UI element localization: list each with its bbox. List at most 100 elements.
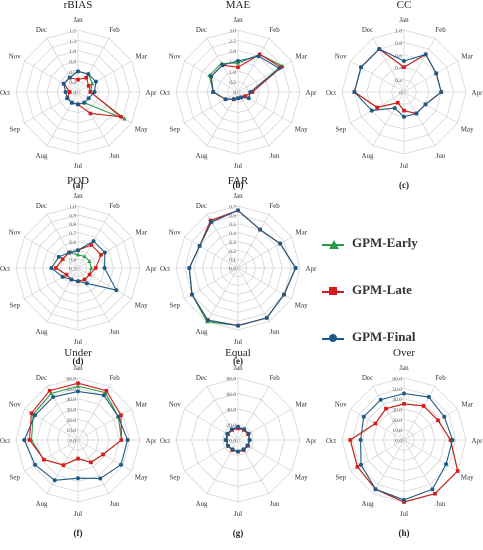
data-point: [223, 97, 228, 102]
data-point: [361, 414, 366, 419]
month-label-sep: Sep: [170, 302, 181, 310]
month-label-dec: Dec: [196, 374, 207, 382]
data-point: [22, 438, 27, 442]
data-point: [119, 115, 123, 119]
month-label-feb: Feb: [109, 202, 120, 210]
data-point: [86, 72, 91, 77]
grid-spoke: [403, 439, 436, 494]
data-point: [88, 90, 93, 94]
tick-label: 0.6: [69, 240, 76, 246]
month-label-aug: Aug: [361, 152, 374, 160]
data-point: [236, 65, 240, 69]
data-point: [93, 266, 98, 270]
tick-label: 0.3: [69, 80, 76, 86]
data-point: [377, 47, 382, 52]
data-point: [84, 75, 89, 80]
data-point: [264, 315, 269, 320]
data-point: [47, 388, 52, 393]
data-point: [225, 431, 230, 436]
grid-spoke: [77, 38, 110, 93]
month-label-jan: Jan: [399, 16, 409, 24]
month-label-feb: Feb: [269, 374, 280, 382]
panel-label-e: (e): [233, 356, 243, 366]
data-point: [69, 100, 74, 105]
tick-label: 0.8: [69, 60, 76, 66]
data-point: [119, 413, 123, 417]
chart-title-e: FAR: [228, 175, 249, 187]
data-point: [378, 397, 383, 402]
data-point: [33, 462, 38, 467]
data-point: [93, 79, 98, 84]
month-label-jun: Jun: [270, 152, 280, 160]
data-point: [82, 277, 87, 282]
month-label-may: May: [135, 302, 148, 310]
data-point: [402, 108, 406, 113]
month-label-jun: Jun: [110, 328, 120, 336]
data-point: [114, 288, 119, 293]
data-point: [76, 77, 80, 82]
grid-spoke: [77, 267, 132, 300]
series-line-gpm-late: [28, 382, 122, 466]
month-label-nov: Nov: [9, 229, 22, 237]
grid-spoke: [237, 91, 270, 146]
tick-label: 0.4: [69, 258, 76, 264]
square-marker-icon: [329, 287, 337, 295]
month-label-jan: Jan: [399, 364, 409, 372]
month-label-jan: Jan: [73, 16, 83, 24]
data-point: [104, 388, 109, 393]
legend-label-gpm-late: GPM-Late: [352, 282, 412, 297]
data-point: [86, 84, 91, 88]
data-point: [236, 59, 240, 63]
data-point: [436, 418, 440, 423]
month-label-dec: Dec: [362, 26, 373, 34]
grid-spoke: [46, 267, 79, 322]
data-point: [60, 274, 65, 279]
data-point: [49, 391, 54, 396]
month-label-dec: Dec: [36, 374, 47, 382]
radar-panel-a: rBIAS 0 0.3 0.5 0.8 1.0 1.3 1.5 Jan Feb Mar Apr May J…: [0, 0, 157, 190]
month-label-mar: Mar: [461, 401, 473, 409]
grid-spoke: [46, 214, 79, 269]
month-label-sep: Sep: [170, 474, 181, 482]
data-point: [76, 248, 80, 253]
data-point: [102, 266, 107, 270]
data-point: [67, 90, 72, 94]
grid-spoke: [24, 60, 79, 93]
data-point: [119, 438, 124, 442]
data-point: [277, 66, 282, 71]
month-label-aug: Aug: [195, 500, 208, 508]
tick-label: 20.0: [392, 418, 402, 424]
grid-spoke: [184, 91, 239, 124]
month-label-jun: Jun: [110, 152, 120, 160]
series-line-gpm-early: [30, 385, 122, 466]
data-point: [282, 292, 287, 297]
tick-label: 0.5: [229, 80, 236, 86]
month-label-aug: Aug: [361, 500, 374, 508]
data-point: [359, 65, 364, 70]
month-label-sep: Sep: [10, 302, 21, 310]
data-point: [358, 438, 363, 442]
data-point: [60, 257, 65, 261]
data-point: [98, 476, 103, 481]
month-label-nov: Nov: [169, 401, 182, 409]
month-label-oct: Oct: [160, 265, 170, 273]
month-label-nov: Nov: [335, 401, 348, 409]
grid-spoke: [46, 38, 79, 93]
panel-label-b: (b): [233, 180, 244, 190]
panel-label-g: (g): [233, 528, 244, 538]
month-label-jan: Jan: [73, 192, 83, 200]
data-point: [423, 52, 428, 57]
tick-label: 60.0: [392, 377, 402, 383]
month-label-jul: Jul: [74, 162, 82, 170]
tick-label: 40.0: [392, 397, 402, 403]
month-label-aug: Aug: [195, 328, 208, 336]
data-point: [86, 96, 91, 101]
grid-spoke: [24, 439, 79, 472]
data-point: [76, 389, 80, 394]
tick-label: 30.0: [66, 408, 76, 414]
grid-spoke: [24, 236, 79, 269]
data-point: [239, 95, 244, 100]
chart-title-d: POD: [67, 175, 89, 187]
tick-label: 0.9: [69, 213, 76, 219]
panel-label-a: (a): [73, 180, 84, 190]
